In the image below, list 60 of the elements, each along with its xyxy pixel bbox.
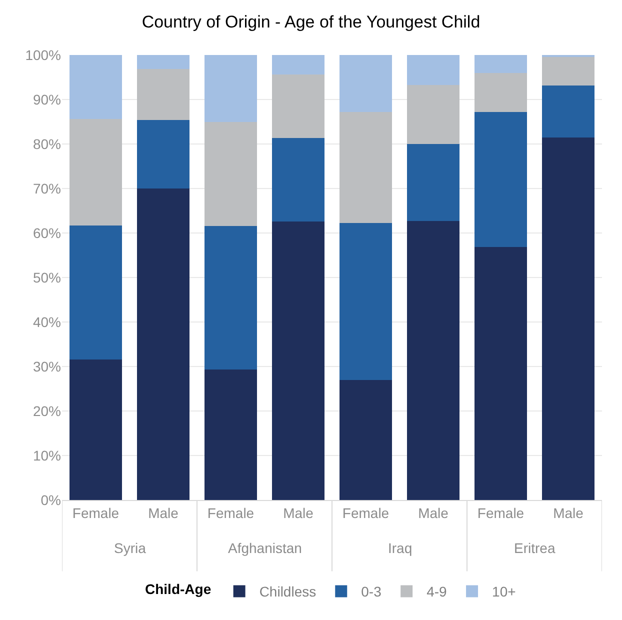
text: Iraq	[388, 540, 412, 556]
y-tick-label: 40%	[32, 314, 61, 330]
text: Afghanistan	[228, 540, 302, 556]
y-tick-label: 90%	[32, 91, 61, 108]
bar	[136, 188, 190, 500]
x-tick-label: Male	[418, 504, 449, 521]
text: Syria	[114, 540, 146, 556]
bar	[272, 74, 325, 138]
bar	[406, 220, 460, 500]
y-tick-label: 0%	[40, 492, 61, 508]
bar	[69, 225, 122, 360]
legend-title: Child-Age	[145, 580, 212, 597]
x-tick-label: Female	[477, 504, 524, 521]
bar	[69, 55, 122, 120]
bar	[542, 86, 595, 138]
bar	[542, 56, 595, 86]
bar	[136, 120, 190, 188]
bar	[339, 380, 392, 500]
bar	[339, 55, 392, 112]
legend-label: 10+	[492, 584, 516, 600]
y-tick-label: 70%	[32, 180, 61, 196]
bar	[474, 246, 528, 500]
y-tick-label: 80%	[32, 136, 61, 152]
text: Eritrea	[514, 540, 556, 556]
legend-label: 4-9	[426, 584, 448, 600]
bar	[272, 55, 325, 75]
x-tick-label: Male	[148, 504, 179, 521]
y-tick-label: 20%	[32, 402, 61, 419]
bar	[474, 112, 528, 247]
bar	[406, 144, 460, 221]
bar	[136, 68, 190, 120]
bar	[204, 370, 258, 500]
legend-label: 0-3	[361, 584, 382, 600]
x-tick-label: Male	[553, 504, 584, 521]
bar	[69, 119, 122, 226]
x-tick-label: Female	[72, 504, 120, 521]
x-tick-label: Female	[207, 504, 254, 521]
bar	[542, 137, 595, 500]
chart-title: Country of Origin - Age of the Youngest Child	[142, 12, 480, 32]
bar	[272, 138, 325, 222]
bar	[474, 55, 528, 74]
bar	[339, 112, 392, 224]
bar	[204, 122, 258, 226]
bar	[406, 55, 460, 85]
bar	[204, 226, 258, 370]
y-tick-label: 50%	[32, 269, 61, 286]
bar	[136, 55, 190, 69]
bar	[339, 223, 392, 380]
bar	[204, 55, 258, 122]
legend-label: Childless	[259, 584, 316, 600]
bar	[474, 73, 528, 112]
bar	[69, 359, 122, 500]
y-tick-label: 100%	[25, 46, 61, 63]
bar	[272, 221, 325, 500]
bar	[406, 84, 460, 144]
x-tick-label: Female	[342, 504, 390, 521]
x-tick-label: Male	[283, 504, 314, 521]
y-tick-label: 60%	[32, 224, 61, 241]
y-tick-label: 10%	[32, 447, 61, 464]
y-tick-label: 30%	[32, 358, 61, 374]
